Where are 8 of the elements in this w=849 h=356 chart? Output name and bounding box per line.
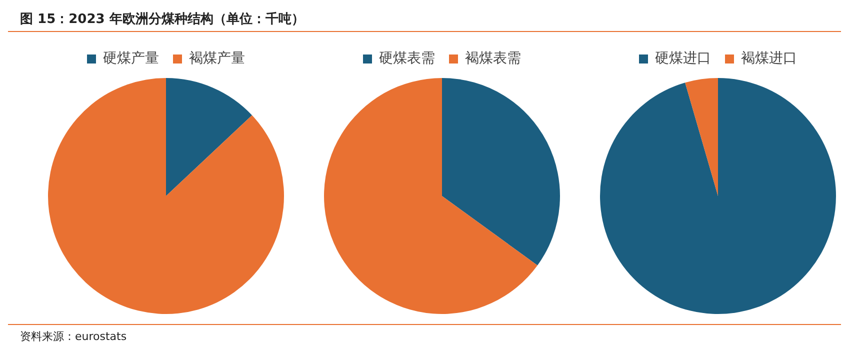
- legend-label: 硬煤产量: [103, 50, 159, 67]
- chart-title: 图 15：2023 年欧洲分煤种结构（单位：千吨）: [8, 8, 841, 32]
- legend-label: 褐煤产量: [189, 50, 245, 67]
- legend-label: 硬煤表需: [379, 50, 435, 67]
- legend-label: 硬煤进口: [655, 50, 711, 67]
- text: 资料来源：eurostats: [20, 330, 127, 343]
- legend-label: 褐煤进口: [741, 50, 797, 67]
- legend-label: 褐煤表需: [465, 50, 521, 67]
